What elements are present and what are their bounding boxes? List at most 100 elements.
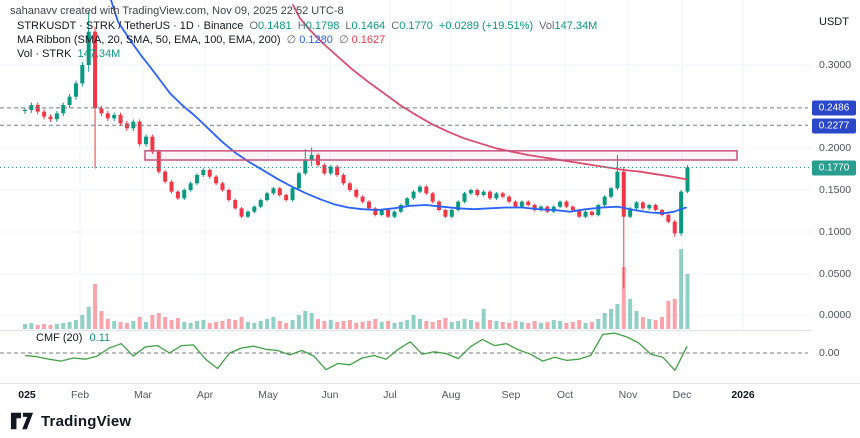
candle-body: [666, 215, 671, 222]
candle-body: [596, 205, 601, 216]
volume-bar: [615, 304, 620, 329]
avg-symbol-2: ∅: [338, 34, 349, 46]
volume-bar: [207, 323, 212, 329]
candle-body: [239, 208, 244, 217]
candle-body: [67, 96, 72, 106]
price-axis-unit: USDT: [819, 16, 849, 28]
volume-bar: [226, 319, 231, 329]
time-axis-year-label: 2026: [731, 389, 755, 401]
candle-body: [258, 200, 263, 207]
candle-body: [488, 191, 493, 199]
candle-body: [169, 181, 174, 192]
symbol-legend-row[interactable]: STRKUSDT · STRK / TetherUS · 1D · Binanc…: [17, 19, 600, 33]
volume-bar: [245, 322, 250, 329]
volume-bar: [258, 321, 263, 329]
volume-bar: [551, 320, 556, 329]
candle-body: [296, 173, 301, 189]
volume-bar: [602, 313, 607, 329]
candle-body: [137, 121, 142, 145]
price-axis-tick: 0.1000: [819, 226, 852, 238]
volume-bar: [35, 325, 40, 329]
volume-bar: [640, 317, 645, 329]
candle-body: [481, 191, 486, 196]
candle-body: [303, 160, 308, 174]
time-axis[interactable]: 025 Feb Mar Apr May Jun Jul Aug Sep Oct Nov Dec 2026: [0, 384, 860, 405]
ma-ribbon-legend-row[interactable]: MA Ribbon (SMA, 20, SMA, 50, EMA, 100, E…: [17, 33, 600, 47]
volume-study-value: 147.34M: [77, 48, 121, 60]
candle-body: [73, 83, 78, 97]
volume-bar: [99, 311, 104, 329]
volume-bar: [201, 320, 206, 329]
candle-body: [144, 136, 149, 145]
time-axis-month-label: Oct: [556, 389, 574, 401]
volume-bar: [379, 322, 384, 329]
change-value: +0.0289 (+19.51%): [438, 20, 534, 32]
candle-body: [48, 116, 53, 120]
candle-body: [290, 188, 295, 201]
price-level-badge: 0.1770: [812, 160, 856, 176]
candle-body: [61, 105, 66, 114]
candle-body: [201, 170, 206, 176]
candle-body: [277, 188, 282, 196]
volume-bar: [558, 321, 563, 329]
volume-value: 147.34M: [554, 20, 598, 32]
time-axis-month-label: Aug: [441, 389, 461, 401]
volume-bar: [48, 325, 53, 329]
tradingview-logo-text: TradingView: [41, 412, 132, 430]
candle-body: [214, 176, 219, 184]
volume-bar: [360, 322, 365, 329]
cmf-legend-row[interactable]: CMF (20) 0.11: [36, 332, 110, 344]
volume-bar: [194, 321, 199, 329]
volume-bar: [679, 249, 684, 329]
volume-bar: [443, 318, 448, 329]
volume-bar: [538, 323, 543, 329]
volume-bar: [61, 323, 66, 329]
volume-bar: [169, 320, 174, 329]
cmf-axis-tick: 0.00: [819, 347, 840, 359]
candle-body: [513, 201, 518, 207]
ma-ribbon-slow-line: [292, 4, 687, 181]
price-axis-tick: 0.3000: [819, 59, 852, 71]
volume-legend-row[interactable]: Vol · STRK 147.34M: [17, 47, 600, 61]
price-axis[interactable]: USDT 0.3000 0.2000 0.1500 0.1000 0.0500 0.000…: [812, 0, 860, 383]
volume-bar: [80, 315, 85, 329]
volume-bar: [303, 311, 308, 329]
volume-bar: [42, 324, 47, 329]
candle-body: [558, 201, 563, 207]
volume-bar: [118, 322, 123, 329]
high-value: 0.1798: [305, 20, 340, 32]
candle-body: [456, 201, 461, 211]
time-axis-month-label: Jul: [383, 389, 397, 401]
candle-body: [322, 165, 327, 174]
candle-body: [398, 205, 403, 212]
volume-bar: [564, 323, 569, 329]
volume-bar: [685, 274, 690, 329]
price-pane[interactable]: [0, 0, 812, 330]
close-label: C: [391, 20, 400, 32]
candle-body: [494, 193, 499, 199]
chart-legend: STRKUSDT · STRK / TetherUS · 1D · Binanc…: [17, 19, 600, 61]
candle-body: [163, 171, 168, 182]
pane-divider[interactable]: [0, 330, 860, 331]
volume-bar: [182, 322, 187, 329]
volume-bar: [239, 317, 244, 329]
candle-body: [449, 210, 454, 217]
cmf-pane[interactable]: [0, 330, 812, 383]
low-label: L: [345, 20, 352, 32]
volume-bar: [392, 323, 397, 329]
candle-body: [615, 171, 620, 189]
candle-body: [634, 202, 639, 209]
candle-body: [328, 166, 333, 174]
volume-bar: [105, 319, 110, 329]
candle-body: [679, 191, 684, 234]
volume-bar: [500, 322, 505, 329]
volume-bar: [481, 309, 486, 329]
volume-bar: [271, 317, 276, 329]
time-axis-month-label: Apr: [196, 389, 214, 401]
snapshot-watermark: sahanavv created with TradingView.com, N…: [10, 5, 344, 17]
brand-footer[interactable]: TradingView: [10, 408, 131, 434]
candle-body: [430, 193, 435, 202]
resistance-zone-box[interactable]: [144, 150, 738, 161]
volume-bar: [488, 320, 493, 329]
